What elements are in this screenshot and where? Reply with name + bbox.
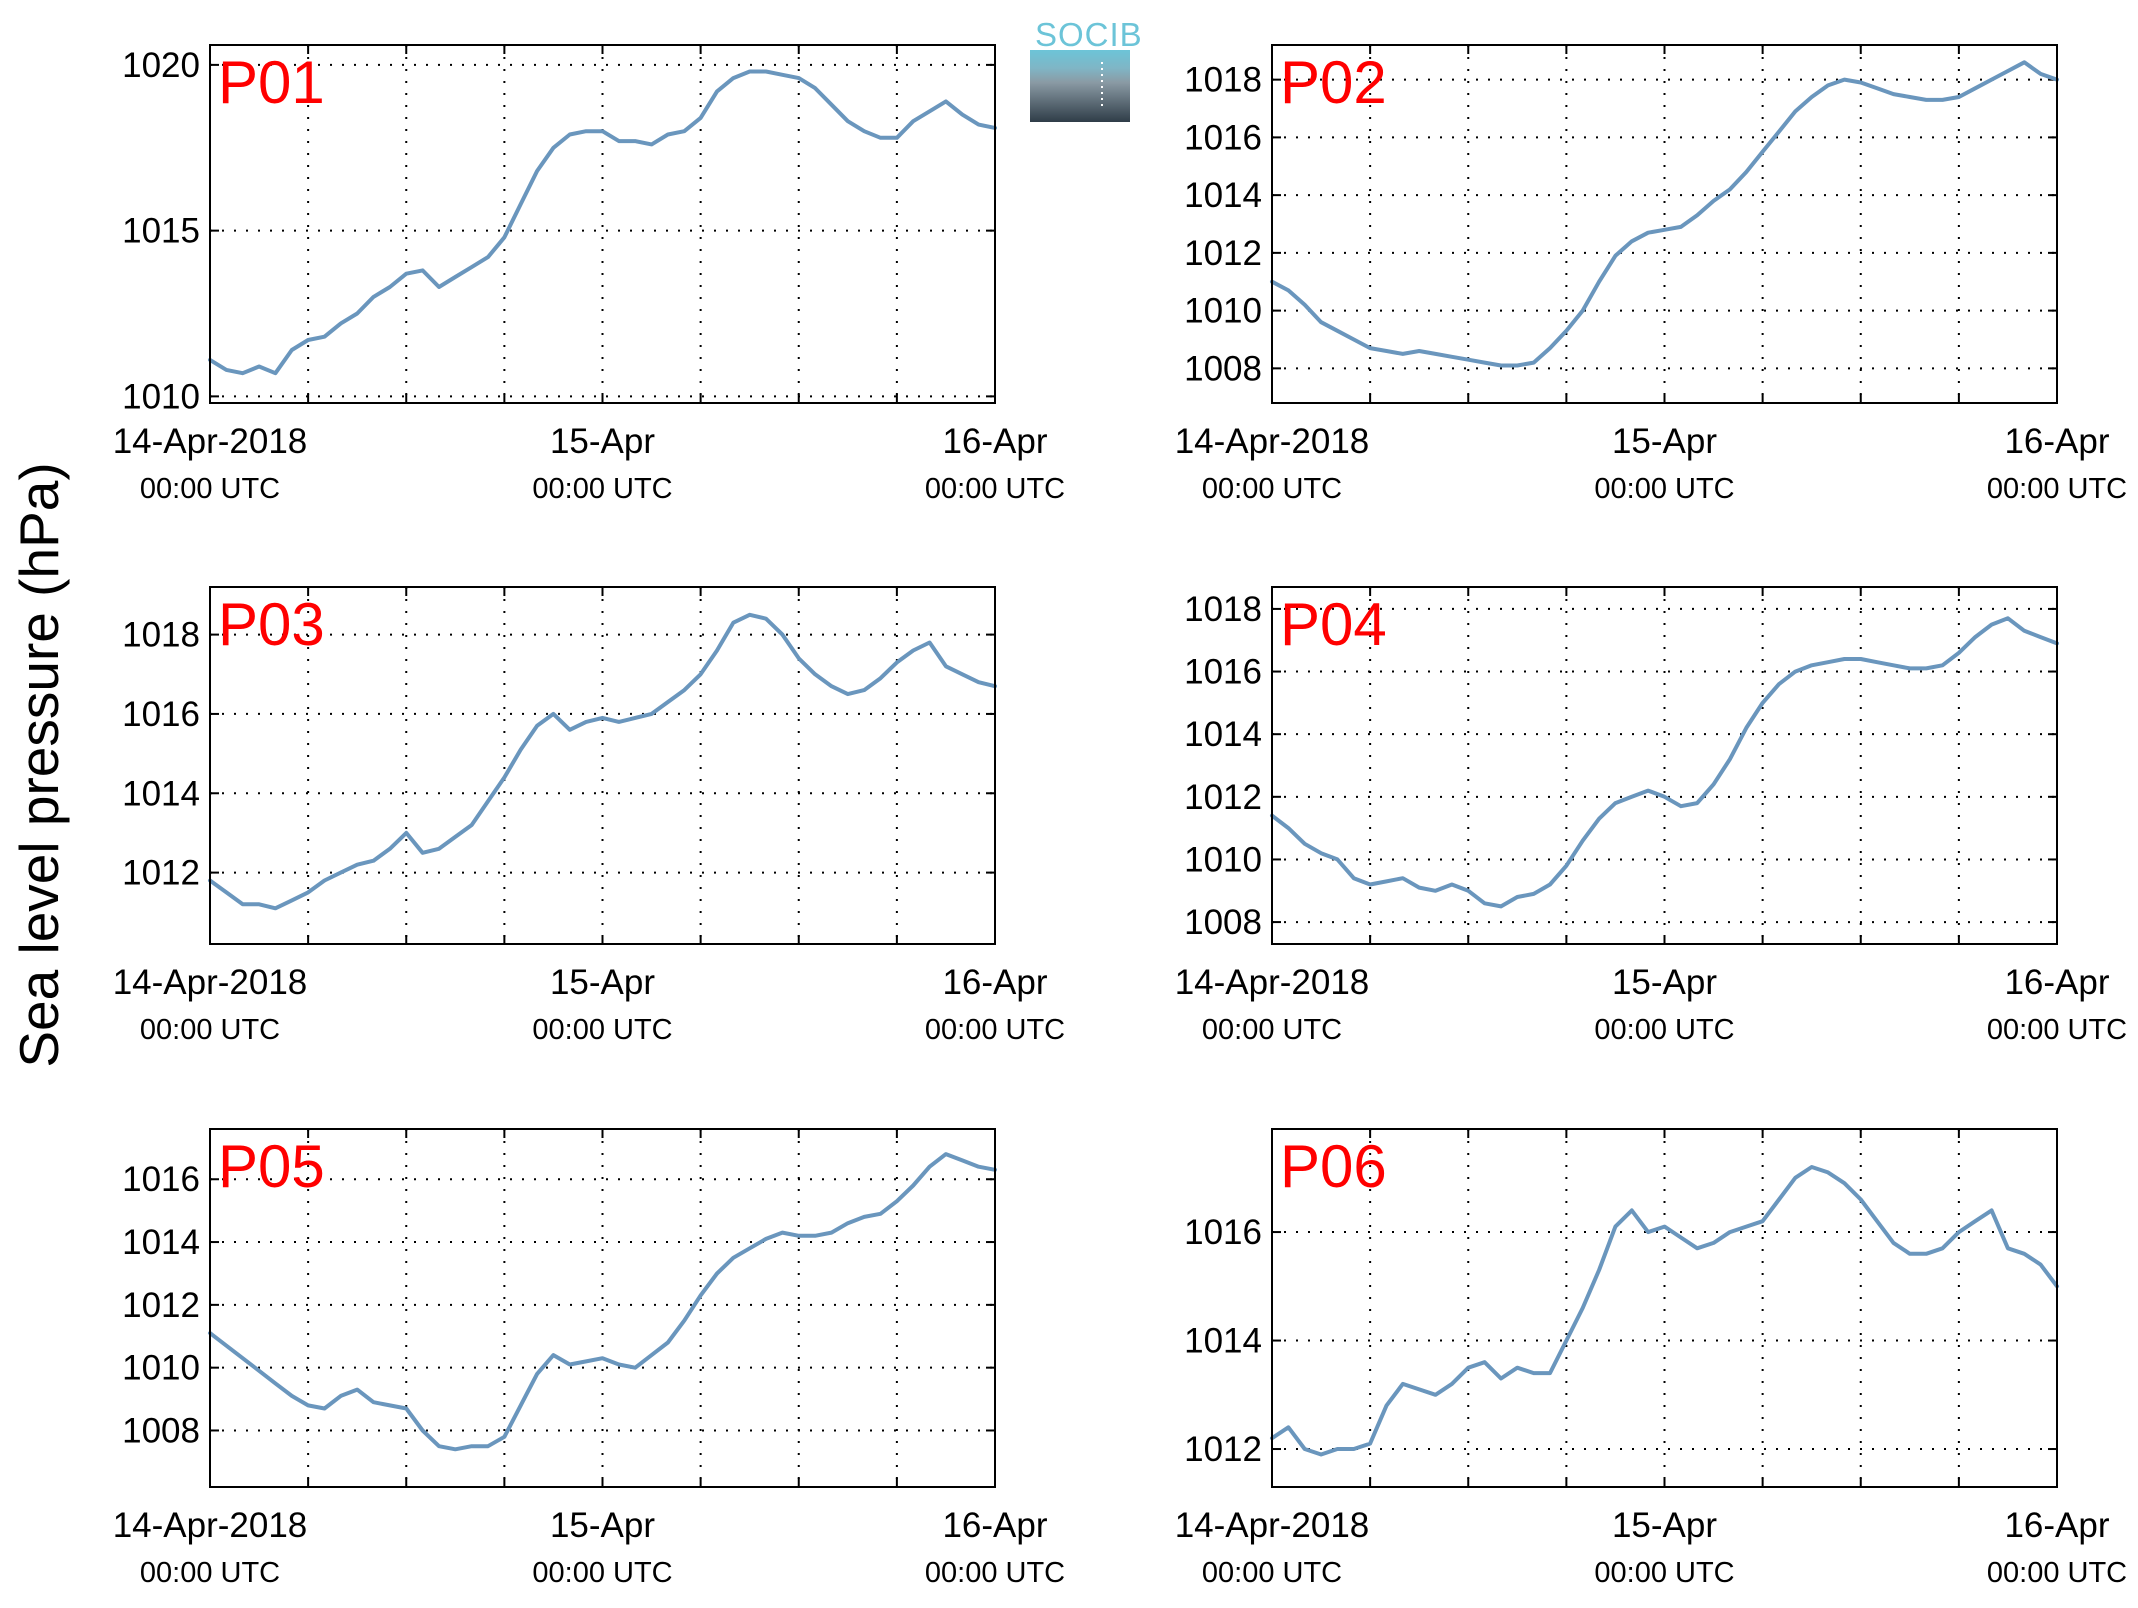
panel-p02: 1008 1010 1012 1014 1016 1018 14-Apr-2018 00:00… (1175, 44, 2127, 505)
x-tick-sublabel: 00:00 UTC (1594, 1557, 1734, 1589)
x-tick-sublabel: 00:00 UTC (140, 473, 280, 505)
x-tick-label: 16-Apr (942, 963, 1047, 1002)
panel-label: P03 (218, 591, 325, 658)
y-axis-label: Sea level pressure (hPa) (8, 462, 70, 1067)
axes-frame (1271, 44, 2058, 404)
y-tick-label: 1012 (122, 854, 200, 893)
y-tick-label: 1016 (1184, 1213, 1262, 1252)
x-tick-label: 15-Apr (1612, 1506, 1717, 1545)
series-line (1270, 1165, 2059, 1457)
y-tick-label: 1018 (1184, 61, 1262, 100)
x-tick-sublabel: 00:00 UTC (1202, 473, 1342, 505)
panel-label: P02 (1280, 49, 1387, 116)
x-tick-label: 14-Apr-2018 (1175, 1506, 1370, 1545)
x-tick-label: 15-Apr (550, 422, 655, 461)
x-tick-sublabel: 00:00 UTC (140, 1557, 280, 1589)
x-tick-label: 15-Apr (1612, 963, 1717, 1002)
y-tick-label: 1016 (122, 695, 200, 734)
y-tick-label: 1012 (122, 1286, 200, 1325)
x-tick-label: 16-Apr (942, 1506, 1047, 1545)
socib-logo: SOCIB (1030, 16, 1143, 122)
y-tick-label: 1016 (1184, 118, 1262, 157)
axes-frame (209, 586, 996, 945)
y-tick-label: 1014 (122, 1223, 200, 1262)
y-tick-label: 1010 (122, 1349, 200, 1388)
series-line (208, 1152, 997, 1452)
panel-p01: 1010 1015 1020 14-Apr-2018 00:00 UTC 15-Apr 00… (113, 44, 1065, 505)
y-tick-label: 1010 (122, 377, 200, 416)
x-tick-sublabel: 00:00 UTC (1987, 1557, 2127, 1589)
y-tick-label: 1016 (1184, 653, 1262, 692)
axes-frame (209, 44, 996, 404)
x-tick-sublabel: 00:00 UTC (1594, 473, 1734, 505)
series-line (1270, 616, 2059, 909)
panel-label: P05 (218, 1133, 325, 1200)
axes-frame (209, 1128, 996, 1488)
x-tick-label: 16-Apr (2004, 1506, 2109, 1545)
series-line (1270, 60, 2059, 368)
y-tick-label: 1014 (1184, 1322, 1262, 1361)
x-tick-label: 15-Apr (550, 963, 655, 1002)
x-tick-sublabel: 00:00 UTC (1987, 473, 2127, 505)
x-tick-sublabel: 00:00 UTC (1202, 1557, 1342, 1589)
series-line (208, 612, 997, 911)
x-tick-label: 16-Apr (2004, 963, 2109, 1002)
x-tick-label: 15-Apr (550, 1506, 655, 1545)
y-tick-label: 1018 (122, 616, 200, 655)
x-tick-sublabel: 00:00 UTC (532, 473, 672, 505)
y-tick-label: 1014 (1184, 715, 1262, 754)
x-tick-sublabel: 00:00 UTC (140, 1014, 280, 1046)
x-tick-sublabel: 00:00 UTC (1594, 1014, 1734, 1046)
y-tick-label: 1015 (122, 212, 200, 251)
y-tick-label: 1016 (122, 1160, 200, 1199)
x-tick-sublabel: 00:00 UTC (1202, 1014, 1342, 1046)
x-tick-label: 14-Apr-2018 (1175, 963, 1370, 1002)
x-tick-sublabel: 00:00 UTC (925, 473, 1065, 505)
x-tick-sublabel: 00:00 UTC (925, 1557, 1065, 1589)
series-line (208, 69, 997, 376)
x-tick-label: 16-Apr (942, 422, 1047, 461)
y-tick-label: 1012 (1184, 778, 1262, 817)
y-tick-label: 1018 (1184, 590, 1262, 629)
x-tick-sublabel: 00:00 UTC (532, 1014, 672, 1046)
x-tick-label: 14-Apr-2018 (1175, 422, 1370, 461)
y-tick-label: 1008 (1184, 903, 1262, 942)
panel-label: P04 (1280, 591, 1387, 658)
x-tick-sublabel: 00:00 UTC (925, 1014, 1065, 1046)
x-tick-sublabel: 00:00 UTC (1987, 1014, 2127, 1046)
x-tick-label: 14-Apr-2018 (113, 1506, 308, 1545)
y-tick-label: 1012 (1184, 234, 1262, 273)
panel-p04: 1008 1010 1012 1014 1016 1018 14-Apr-2018 00:00… (1175, 586, 2127, 1046)
axes-frame (1271, 1128, 2058, 1488)
x-tick-sublabel: 00:00 UTC (532, 1557, 672, 1589)
x-tick-label: 16-Apr (2004, 422, 2109, 461)
y-tick-label: 1010 (1184, 840, 1262, 879)
logo-text: SOCIB (1035, 16, 1143, 53)
y-tick-label: 1014 (1184, 176, 1262, 215)
y-tick-label: 1010 (1184, 292, 1262, 331)
y-tick-label: 1008 (122, 1411, 200, 1450)
x-tick-label: 14-Apr-2018 (113, 963, 308, 1002)
axes-frame (1271, 586, 2058, 945)
y-tick-label: 1008 (1184, 349, 1262, 388)
panel-p06: 1012 1014 1016 14-Apr-2018 00:00 UTC 15-Apr 00… (1175, 1128, 2127, 1589)
x-tick-label: 14-Apr-2018 (113, 422, 308, 461)
panel-label: P01 (218, 49, 325, 116)
panel-p03: 1012 1014 1016 1018 14-Apr-2018 00:00 UTC 15-A… (113, 586, 1065, 1046)
y-tick-label: 1020 (122, 46, 200, 85)
panel-label: P06 (1280, 1133, 1387, 1200)
x-tick-label: 15-Apr (1612, 422, 1717, 461)
panel-p05: 1008 1010 1012 1014 1016 14-Apr-2018 00:00 UTC… (113, 1128, 1065, 1589)
y-tick-label: 1012 (1184, 1430, 1262, 1469)
y-tick-label: 1014 (122, 774, 200, 813)
